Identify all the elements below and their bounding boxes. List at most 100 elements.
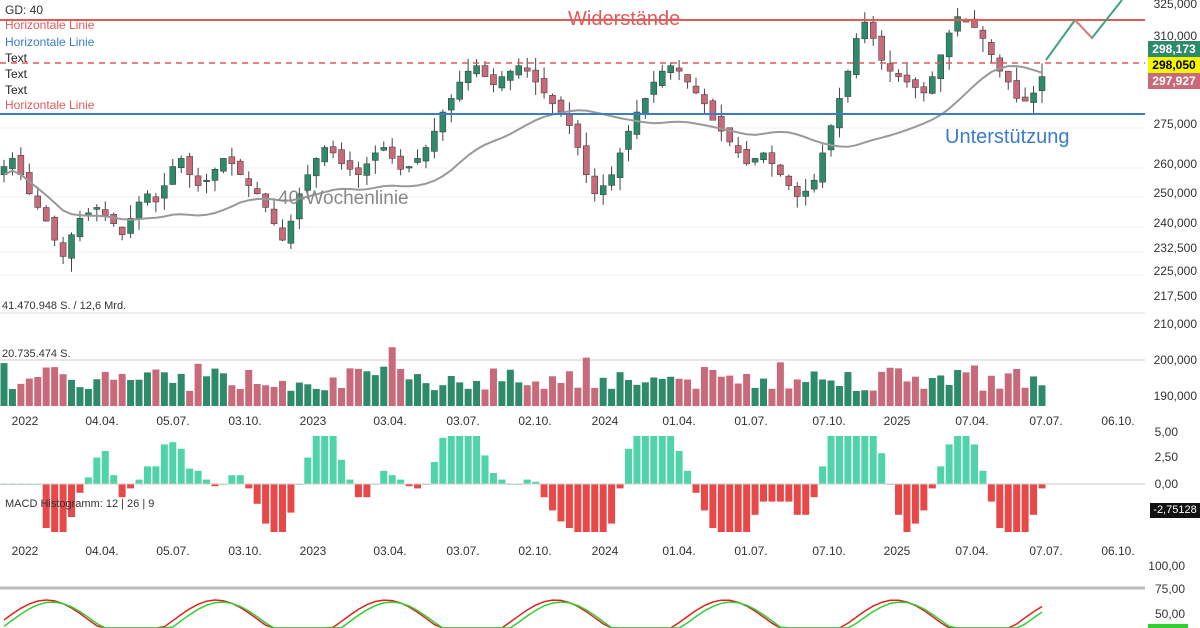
- volume-bar: [203, 376, 211, 406]
- volume-bar: [17, 383, 25, 406]
- volume-bar: [481, 389, 489, 406]
- volume-bar: [1030, 376, 1038, 406]
- y-axis-labels: 325,000 310,000 275,000 260,000 250,000 240,0…: [1148, 0, 1197, 621]
- candle-body: [363, 163, 371, 176]
- candle-body: [220, 158, 227, 172]
- candle-body: [583, 145, 590, 175]
- candle-body: [988, 42, 995, 56]
- price-tick-label: 260,000: [1154, 157, 1198, 171]
- candle-body: [439, 111, 447, 133]
- volume-bar: [253, 384, 261, 406]
- macd-bar: [489, 473, 497, 484]
- candle-body: [794, 186, 801, 197]
- x-axis-upper: 2022 04.04. 05.07. 03.10. 2023 03.04. 03.07. 02…: [12, 414, 1135, 428]
- macd-tick-label: 5,00: [1155, 425, 1179, 439]
- volume-bar: [363, 371, 371, 406]
- stochastic-k-line: [3, 599, 1043, 628]
- volume-bar: [414, 374, 422, 406]
- candle-body: [59, 242, 67, 257]
- volume-bar: [329, 377, 337, 406]
- macd-bar: [793, 484, 801, 515]
- price-tick-label: 325,000: [1154, 0, 1198, 11]
- volume-bar: [785, 388, 793, 406]
- macd-bar: [903, 484, 911, 532]
- candle-body: [473, 65, 480, 75]
- candle-body: [709, 100, 717, 121]
- macd-bar: [844, 436, 852, 484]
- volume-bar: [776, 362, 784, 406]
- legend-item-horizontal-line-red[interactable]: Horizontale Linie: [5, 98, 95, 112]
- x-tick-label: 03.04.: [373, 414, 406, 428]
- volume-bar: [304, 384, 312, 406]
- legend-item-horizontal-line-red[interactable]: Horizontale Linie: [5, 18, 95, 32]
- candle-body: [540, 78, 548, 94]
- legend-item-text[interactable]: Text: [5, 67, 28, 81]
- candle-body: [684, 74, 691, 83]
- x-tick-label: 01.04.: [662, 414, 695, 428]
- stochastic-d-line: [3, 601, 1043, 628]
- macd-bar: [599, 484, 607, 532]
- legend-item-horizontal-line-blue[interactable]: Horizontale Linie: [5, 35, 95, 49]
- volume-bar: [422, 383, 430, 406]
- candle-body: [186, 156, 193, 175]
- volume-bar: [819, 379, 827, 406]
- candle-body: [279, 227, 286, 241]
- candle-body: [68, 234, 75, 259]
- macd-bar: [1030, 484, 1038, 515]
- volume-bar: [456, 382, 464, 406]
- macd-bar: [582, 484, 590, 532]
- macd-bar: [633, 436, 641, 484]
- macd-bar: [895, 484, 903, 515]
- macd-bar: [110, 475, 118, 484]
- macd-tick-label: 2,50: [1155, 450, 1179, 464]
- volume-bar: [405, 379, 413, 406]
- volume-bar: [624, 379, 632, 406]
- volume-bar: [236, 388, 244, 406]
- candle-body: [372, 152, 379, 161]
- macd-bar: [42, 484, 50, 528]
- candle-body: [827, 125, 835, 151]
- x-tick-label: 06.10.: [1101, 414, 1134, 428]
- x-tick-label: 07.07.: [1029, 544, 1062, 558]
- x-tick-label: 2023: [300, 544, 327, 558]
- candle-body: [42, 207, 50, 222]
- volume-bar: [473, 380, 481, 406]
- macd-bar: [51, 484, 59, 532]
- macd-bar: [135, 479, 143, 484]
- macd-bar: [523, 479, 531, 484]
- x-tick-label: 05.07.: [156, 544, 189, 558]
- macd-bar: [734, 484, 742, 532]
- x-tick-label: 03.04.: [373, 544, 406, 558]
- candle-body: [144, 193, 151, 203]
- legend-item-text[interactable]: Text: [5, 51, 28, 65]
- macd-bar: [270, 484, 278, 532]
- volume-bar: [439, 385, 447, 406]
- candle-body: [591, 175, 598, 195]
- candle-body: [886, 63, 894, 72]
- macd-bar: [194, 470, 202, 484]
- candle-body: [734, 145, 742, 154]
- volume-bar: [498, 381, 506, 406]
- volume-bar: [878, 371, 886, 406]
- macd-bar: [1038, 484, 1046, 489]
- macd-bar: [785, 484, 793, 502]
- volume-bar: [861, 390, 869, 406]
- x-tick-label: 2023: [300, 414, 327, 428]
- macd-value-badge: -2,75128: [1150, 503, 1200, 518]
- macd-bar: [717, 484, 725, 532]
- volume-bar: [1038, 385, 1046, 406]
- volume-bar: [169, 382, 177, 406]
- candle-body: [34, 195, 42, 208]
- volume-bar: [802, 382, 810, 406]
- legend-item-text[interactable]: Text: [5, 83, 28, 97]
- candle-body: [9, 158, 16, 169]
- macd-bar: [439, 437, 447, 484]
- candle-body: [777, 164, 784, 175]
- x-tick-label: 07.10.: [812, 414, 845, 428]
- volume-bar: [397, 368, 405, 406]
- volume-bar: [667, 376, 675, 406]
- macd-bar: [954, 436, 962, 484]
- macd-bar: [321, 436, 329, 484]
- candle-body: [414, 158, 421, 163]
- candle-body: [498, 76, 506, 89]
